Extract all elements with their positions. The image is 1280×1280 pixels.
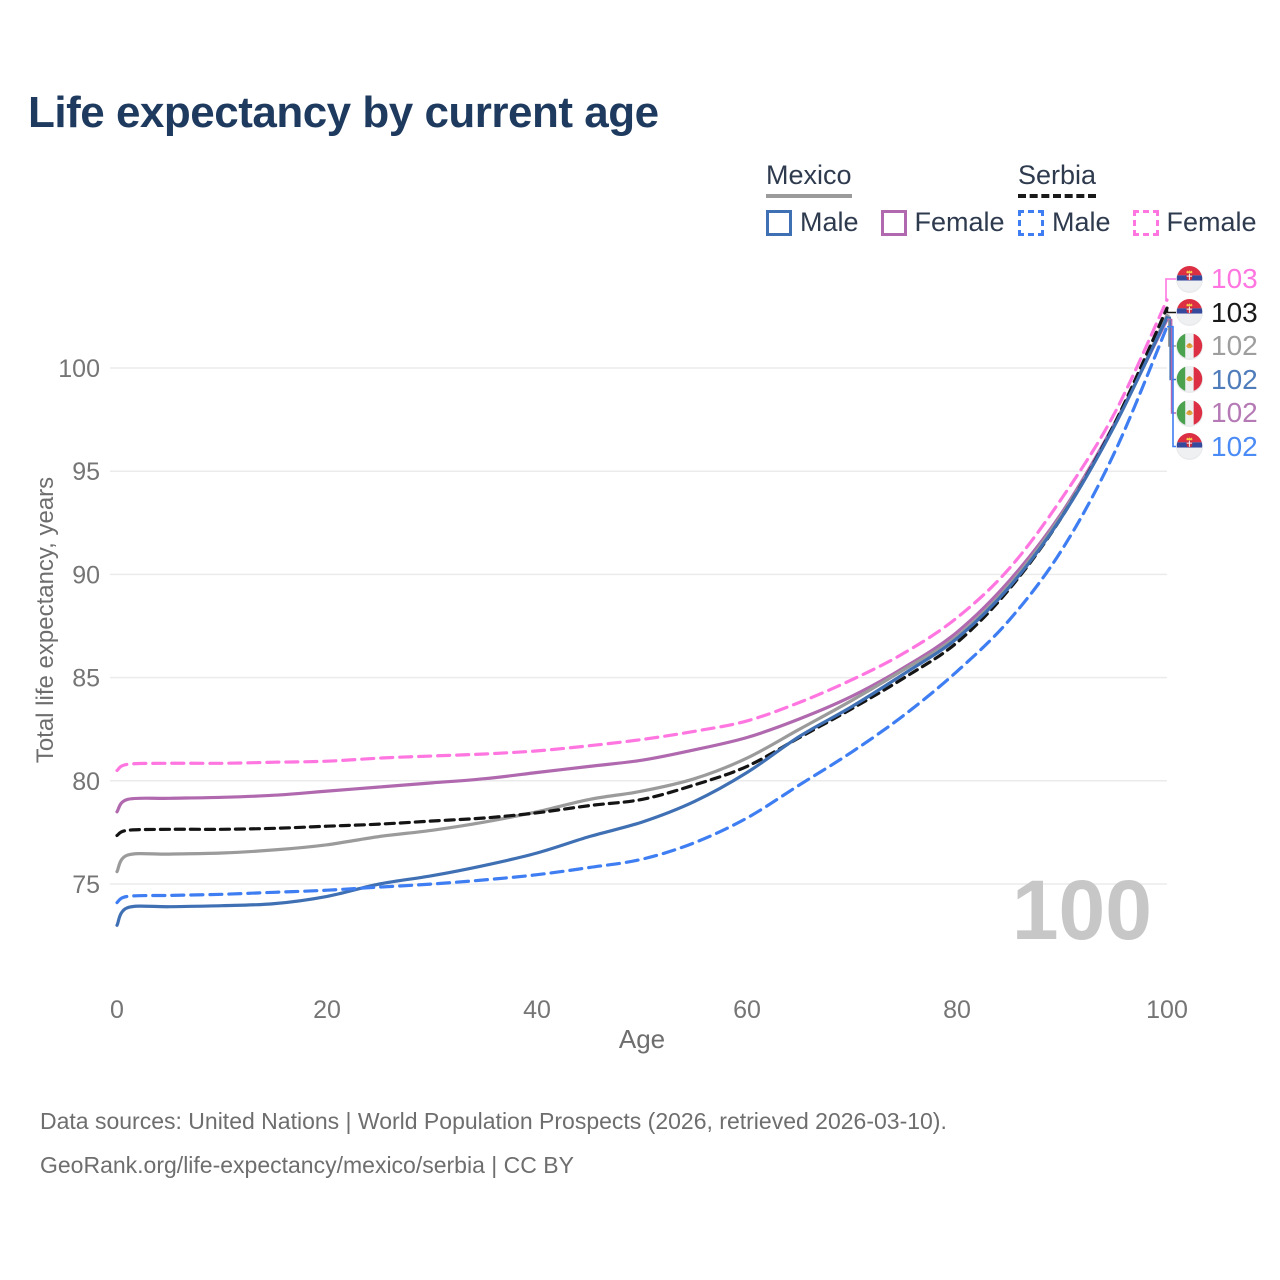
label-leader-line xyxy=(1166,307,1176,314)
end-label-value: 102 xyxy=(1211,363,1258,395)
legend-group-serbia: Serbia Male Female xyxy=(1018,160,1257,238)
series-line-serbia-male[interactable] xyxy=(115,325,1169,905)
series-line-serbia[interactable] xyxy=(115,306,1169,838)
legend-item-serbia-male[interactable]: Male xyxy=(1018,207,1111,238)
legend-item-mexico-male[interactable]: Male xyxy=(766,207,859,238)
end-label-serbia-male: 102 xyxy=(1176,430,1258,464)
y-tick-label: 90 xyxy=(72,561,100,589)
y-tick-label: 85 xyxy=(72,665,100,693)
label-leader-line xyxy=(1165,278,1176,301)
mexico-male-swatch-icon xyxy=(766,209,792,236)
y-tick-label: 80 xyxy=(72,768,100,796)
y-tick-label: 95 xyxy=(72,458,100,486)
legend-country-mexico: Mexico xyxy=(766,160,852,198)
mexico-flag-icon xyxy=(1176,366,1203,393)
mexico-flag-icon xyxy=(1176,399,1203,427)
end-label-value: 103 xyxy=(1211,296,1258,328)
end-label-mexico-female: 102 xyxy=(1176,396,1258,430)
legend-item-serbia-female[interactable]: Female xyxy=(1132,207,1257,238)
y-tick-label: 75 xyxy=(72,871,100,899)
age-watermark: 100 xyxy=(1011,863,1152,957)
series-line-mexico-female[interactable] xyxy=(115,317,1169,814)
series-line-serbia-female[interactable] xyxy=(115,298,1169,773)
y-axis-label: Total life expectancy, years xyxy=(32,476,59,764)
end-label-value: 103 xyxy=(1211,263,1258,294)
legend-item-label: Female xyxy=(914,207,1005,237)
footer-data-sources: Data sources: United Nations | World Pop… xyxy=(40,1108,947,1134)
label-leader-line xyxy=(1167,325,1176,448)
serbia-female-swatch-icon xyxy=(1132,209,1159,236)
page-title: Life expectancy by current age xyxy=(28,88,659,137)
x-tick-label: 80 xyxy=(943,996,971,1024)
x-axis-label: Age xyxy=(618,1024,666,1054)
end-label-value: 102 xyxy=(1211,330,1258,361)
serbia-flag-icon xyxy=(1176,265,1203,293)
end-label-value: 102 xyxy=(1211,397,1258,428)
legend-item-label: Female xyxy=(1166,207,1257,237)
end-label-mexico-male: 102 xyxy=(1176,363,1258,397)
legend-item-label: Male xyxy=(1052,207,1111,237)
mexico-female-swatch-icon xyxy=(880,209,907,236)
legend-group-mexico: Mexico Male Female xyxy=(766,160,1005,238)
series-line-mexico-male[interactable] xyxy=(115,315,1169,927)
x-tick-label: 20 xyxy=(313,996,341,1024)
legend-item-mexico-female[interactable]: Female xyxy=(880,207,1005,238)
x-tick-label: 40 xyxy=(523,996,551,1024)
serbia-flag-icon xyxy=(1176,433,1203,460)
x-tick-label: 60 xyxy=(733,996,761,1024)
serbia-male-swatch-icon xyxy=(1018,209,1044,236)
legend-item-label: Male xyxy=(800,207,859,237)
x-tick-label: 0 xyxy=(110,996,124,1024)
x-tick-label: 100 xyxy=(1146,996,1188,1024)
footer: Data sources: United Nations | World Pop… xyxy=(40,1108,947,1196)
end-label-mexico: 102 xyxy=(1176,329,1258,363)
mexico-flag-icon xyxy=(1176,332,1203,360)
legend-country-serbia: Serbia xyxy=(1018,160,1097,198)
footer-attribution: GeoRank.org/life-expectancy/mexico/serbi… xyxy=(40,1152,574,1178)
series-line-mexico[interactable] xyxy=(115,313,1169,874)
end-label-value: 102 xyxy=(1211,430,1258,462)
serbia-flag-icon xyxy=(1176,299,1203,326)
y-tick-label: 100 xyxy=(58,355,100,383)
end-label-serbia-female: 103 xyxy=(1176,262,1258,296)
end-label-serbia: 103 xyxy=(1176,296,1258,330)
